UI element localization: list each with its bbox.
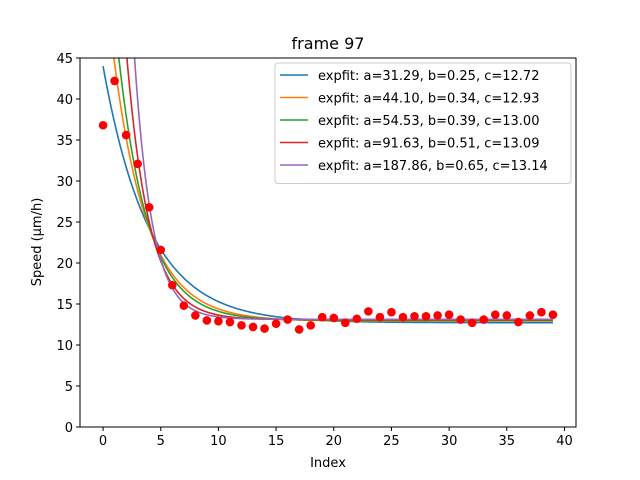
x-tick-label: 40 [556, 434, 573, 449]
data-point [294, 325, 304, 334]
x-tick-label: 0 [99, 434, 107, 449]
data-point [214, 316, 223, 326]
data-point [421, 312, 431, 321]
data-point [271, 319, 281, 328]
data-point [502, 311, 512, 320]
y-tick-label: 45 [56, 52, 73, 67]
data-point [248, 322, 258, 332]
x-tick-label: 30 [441, 434, 458, 449]
data-point [237, 321, 246, 330]
y-tick-label: 0 [65, 421, 73, 436]
data-point [537, 307, 546, 317]
data-points [98, 76, 558, 334]
x-tick-label: 35 [499, 434, 516, 449]
data-point [306, 321, 315, 330]
x-tick-label: 25 [383, 434, 400, 449]
fit-curve-5 [133, 58, 553, 321]
legend-label: expfit: a=54.53, b=0.39, c=13.00 [318, 114, 539, 129]
data-point [317, 312, 327, 322]
data-point [283, 315, 292, 324]
y-tick-label: 15 [56, 298, 73, 313]
data-point [398, 312, 408, 322]
y-tick-label: 5 [65, 380, 73, 395]
legend: expfit: a=31.29, b=0.25, c=12.72 expfit: … [274, 62, 572, 184]
data-point [121, 130, 131, 140]
data-point [525, 311, 535, 320]
y-tick-label: 30 [56, 175, 73, 190]
x-tick-label: 20 [325, 434, 342, 449]
data-point [387, 307, 396, 317]
x-tick-label: 10 [210, 434, 227, 449]
data-point [98, 120, 108, 130]
data-point [110, 76, 119, 86]
x-axis-label: Index [310, 456, 346, 471]
y-axis-label: Speed (μm/h) [30, 198, 45, 287]
legend-label: expfit: a=31.29, b=0.25, c=12.72 [318, 69, 539, 84]
data-point [341, 318, 350, 328]
data-point [191, 311, 200, 320]
data-point [548, 310, 558, 319]
data-point [156, 245, 166, 255]
y-tick-label: 20 [56, 257, 73, 272]
x-tick-label: 15 [268, 434, 285, 449]
data-point [479, 315, 489, 324]
data-point [260, 324, 269, 333]
chart-title: frame 97 [292, 34, 365, 53]
legend-box [274, 62, 572, 184]
y-tick-label: 40 [56, 93, 73, 108]
data-point [410, 312, 419, 321]
data-point [444, 310, 454, 319]
data-point [456, 315, 465, 324]
data-point [375, 312, 385, 322]
data-point [329, 313, 339, 323]
y-tick-label: 35 [56, 134, 73, 149]
data-point [433, 311, 442, 320]
y-tick-label: 25 [56, 216, 73, 231]
legend-label: expfit: a=187.86, b=0.65, c=13.14 [318, 159, 548, 174]
data-point [514, 317, 523, 327]
x-tick-label: 5 [157, 434, 165, 449]
data-point [352, 314, 362, 324]
data-point [179, 301, 189, 310]
y-axis-ticks: 0 5 10 15 20 25 30 35 40 45 [56, 52, 80, 436]
x-axis-ticks: 0 5 10 15 20 25 30 35 40 [99, 427, 573, 449]
plot-frame [79, 57, 577, 428]
data-point [167, 280, 177, 290]
legend-label: expfit: a=44.10, b=0.34, c=12.93 [318, 92, 539, 107]
y-tick-label: 10 [56, 339, 73, 354]
data-point [133, 159, 142, 169]
data-point [225, 317, 235, 327]
data-point [202, 316, 212, 325]
data-point [364, 307, 373, 316]
data-point [467, 318, 477, 328]
data-point [490, 310, 500, 319]
fit-curves [102, 58, 553, 324]
legend-label: expfit: a=91.63, b=0.51, c=13.09 [318, 137, 539, 152]
data-point [144, 202, 154, 212]
